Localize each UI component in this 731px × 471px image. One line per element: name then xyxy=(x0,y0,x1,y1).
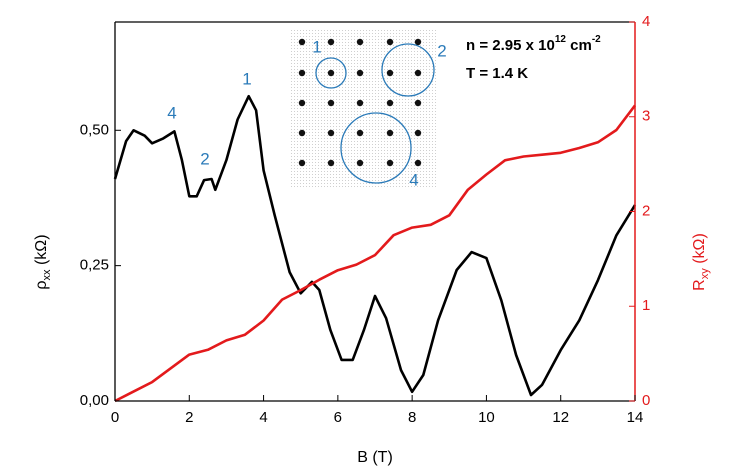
x-tick-label: 10 xyxy=(478,409,495,426)
inset-dot xyxy=(386,159,394,167)
inset-dot xyxy=(356,159,364,167)
x-tick-label: 0 xyxy=(111,409,119,426)
inset-circle xyxy=(315,57,347,89)
inset-dot xyxy=(356,129,364,137)
y2-tick-label: 3 xyxy=(642,108,650,125)
data-line xyxy=(113,94,637,397)
inset-dot xyxy=(386,99,394,107)
density-text: n = 2.95 x 10 xyxy=(466,37,555,54)
data-line xyxy=(114,104,637,403)
inset-background xyxy=(290,28,436,188)
inset-circle xyxy=(381,43,435,97)
density-annotation: n = 2.95 x 1012 cm-2 xyxy=(466,34,601,54)
peak-label: 2 xyxy=(200,149,209,168)
inset-label: 1 xyxy=(312,37,321,56)
peak-label: 1 xyxy=(242,69,251,88)
y2-tick-label: 1 xyxy=(642,297,650,314)
y2-label-sub: xy xyxy=(699,268,711,280)
y2-tick-label: 2 xyxy=(642,202,650,219)
inset-circle xyxy=(340,112,412,184)
y-tick-label: 0,00 xyxy=(80,392,109,409)
inset-label: 2 xyxy=(437,41,446,60)
inset-dot xyxy=(414,99,422,107)
inset-dot xyxy=(356,38,364,46)
inset-dot xyxy=(298,38,306,46)
y2-label-main: R xyxy=(691,279,708,291)
x-tick-label: 8 xyxy=(408,409,416,426)
inset-dot xyxy=(327,129,335,137)
inset-dot xyxy=(298,69,306,77)
inset-dot xyxy=(356,69,364,77)
y2-tick-label: 4 xyxy=(642,13,650,30)
inset-dot xyxy=(327,159,335,167)
x-tick-label: 4 xyxy=(259,409,267,426)
inset-dot xyxy=(414,38,422,46)
inset-dot xyxy=(327,99,335,107)
y2-label-rest: (kΩ) xyxy=(691,233,708,268)
inset-dot xyxy=(298,99,306,107)
x-tick-label: 14 xyxy=(627,409,644,426)
inset-dot xyxy=(414,159,422,167)
x-tick-label: 2 xyxy=(185,409,193,426)
x-axis-label: B (T) xyxy=(357,449,393,466)
inset-dot xyxy=(327,69,335,77)
x-tick-label: 6 xyxy=(334,409,342,426)
inset-dot xyxy=(386,69,394,77)
density-unit-sup: -2 xyxy=(592,34,601,45)
density-sup: 12 xyxy=(555,34,567,45)
inset xyxy=(290,28,436,188)
inset-dot xyxy=(386,38,394,46)
temperature-annotation: T = 1.4 K xyxy=(466,65,528,82)
y2-tick-label: 0 xyxy=(642,392,650,409)
y-label-sub: xx xyxy=(41,269,53,281)
inset-dot xyxy=(386,129,394,137)
y-label-main: ρ xyxy=(33,280,50,289)
y2-axis-label: Rxy (kΩ) xyxy=(691,233,711,291)
inset-dot xyxy=(356,99,364,107)
inset-dot xyxy=(327,38,335,46)
inset-dot xyxy=(414,129,422,137)
inset-dots xyxy=(298,38,422,167)
inset-label: 4 xyxy=(409,170,418,189)
x-tick-label: 12 xyxy=(552,409,569,426)
density-unit: cm xyxy=(566,37,592,54)
peak-label: 4 xyxy=(167,103,176,122)
inset-dot xyxy=(414,69,422,77)
y-tick-label: 0,25 xyxy=(80,257,109,274)
y-label-rest: (kΩ) xyxy=(33,234,50,269)
y-axis-label: ρxx (kΩ) xyxy=(33,234,53,289)
y-tick-label: 0,50 xyxy=(80,121,109,138)
inset-dot xyxy=(298,159,306,167)
inset-dot xyxy=(298,129,306,137)
